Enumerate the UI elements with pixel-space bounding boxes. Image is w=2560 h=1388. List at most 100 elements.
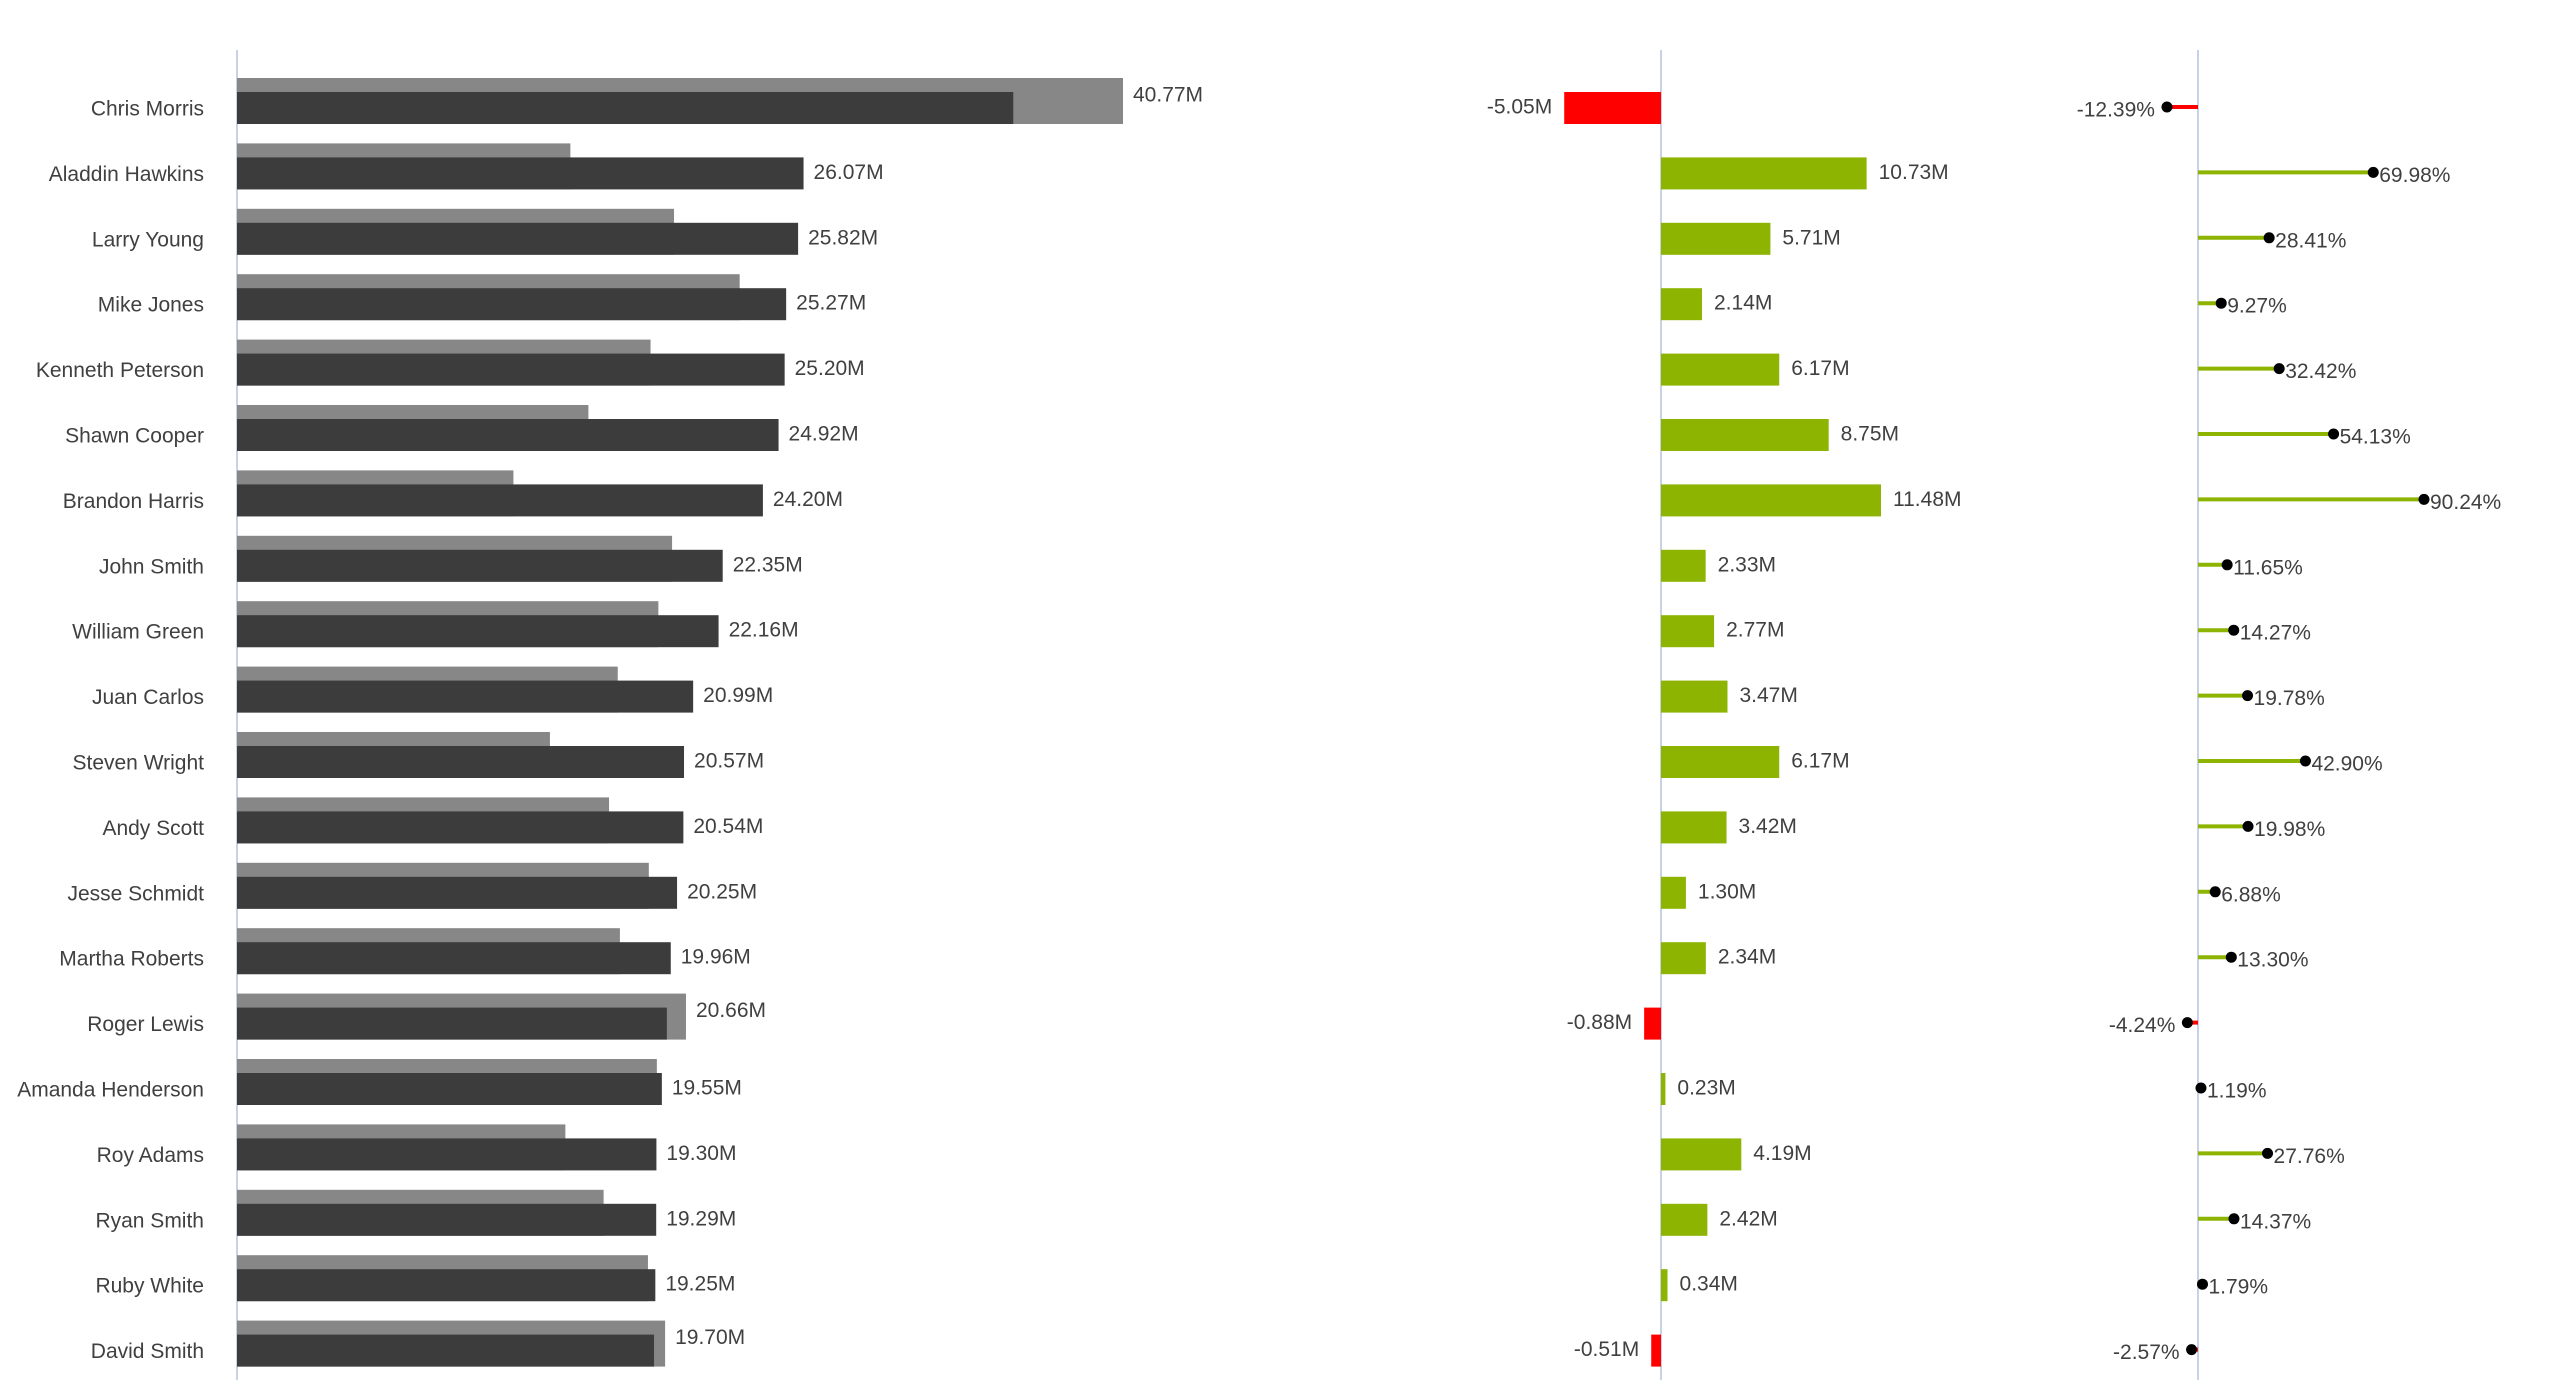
value-label: 19.55M [672, 1077, 742, 1100]
delta-label: 0.23M [1677, 1077, 1735, 1100]
percent-marker [2418, 493, 2430, 505]
percent-marker [2242, 690, 2254, 702]
delta-label: -0.51M [1574, 1338, 1639, 1361]
current-bar [237, 484, 763, 517]
delta-bar [1661, 615, 1715, 648]
current-bar [237, 876, 678, 909]
percent-label: 6.88% [2221, 883, 2281, 906]
current-bar [237, 942, 671, 975]
value-label: 22.16M [729, 619, 799, 642]
category-label: John Smith [99, 555, 204, 578]
delta-label: 2.34M [1718, 946, 1776, 969]
delta-label: -5.05M [1487, 96, 1552, 119]
value-label: 19.96M [681, 946, 751, 969]
current-bar [237, 157, 804, 190]
percent-marker [2262, 1147, 2274, 1159]
current-bar [237, 1269, 656, 1302]
percent-marker [2181, 1017, 2193, 1029]
percent-label: 9.27% [2227, 295, 2287, 318]
percent-marker [2263, 232, 2275, 244]
percent-label: 1.19% [2207, 1080, 2267, 1103]
delta-label: 1.30M [1698, 880, 1756, 903]
value-label: 20.25M [687, 880, 757, 903]
delta-bar [1661, 811, 1727, 844]
delta-panel: -5.05M 10.73M 5.71M 2.14M 6.17M 8.75M 11.48M 2.… [1487, 92, 1962, 1367]
percent-label: 32.42% [2285, 360, 2356, 383]
value-label: 20.66M [696, 999, 766, 1022]
value-label: 25.82M [808, 226, 878, 249]
delta-label: 10.73M [1879, 161, 1949, 184]
percent-marker [2367, 166, 2379, 178]
percent-label: 14.27% [2240, 622, 2311, 645]
value-label: 25.27M [796, 292, 866, 315]
delta-bar [1661, 222, 1771, 255]
delta-bar [1644, 1007, 1661, 1040]
percent-label: 19.98% [2254, 818, 2325, 841]
category-labels: Chris Morris Aladdin Hawkins Larry Young Mi… [17, 98, 204, 1364]
delta-bar [1661, 1138, 1742, 1171]
percent-label: 28.41% [2275, 229, 2346, 252]
delta-bar [1661, 157, 1867, 190]
percent-marker [2209, 886, 2221, 898]
value-label: 19.70M [675, 1326, 745, 1349]
percent-marker [2221, 559, 2233, 571]
category-label: Ryan Smith [95, 1209, 204, 1232]
current-bar [237, 353, 785, 386]
value-label: 22.35M [733, 553, 803, 576]
delta-label: 5.71M [1782, 226, 1840, 249]
category-label: Larry Young [92, 228, 204, 251]
current-bar [237, 1138, 657, 1171]
delta-label: 4.19M [1753, 1142, 1811, 1165]
percent-marker [2228, 624, 2240, 636]
percent-label: 14.37% [2240, 1210, 2311, 1233]
values-panel: 40.77M 26.07M 25.82M 25.27M 25.20M 24.92M 24.2… [237, 78, 1203, 1367]
delta-bar [1661, 484, 1881, 517]
percent-marker [2196, 1278, 2208, 1290]
delta-bar [1661, 746, 1780, 778]
category-label: William Green [72, 621, 204, 644]
category-label: Shawn Cooper [65, 425, 204, 448]
delta-label: -0.88M [1567, 1011, 1632, 1034]
category-label: Brandon Harris [63, 490, 204, 513]
percent-marker [2215, 297, 2227, 309]
percent-marker [2186, 1344, 2198, 1356]
delta-label: 2.77M [1726, 619, 1784, 642]
delta-label: 8.75M [1841, 423, 1899, 446]
delta-label: 2.33M [1718, 553, 1776, 576]
current-bar [237, 222, 799, 255]
value-label: 20.99M [703, 684, 773, 707]
delta-label: 0.34M [1680, 1273, 1738, 1296]
current-bar [237, 549, 723, 582]
current-bar [237, 288, 787, 321]
delta-label: 2.42M [1719, 1207, 1777, 1230]
current-bar [237, 746, 685, 778]
category-label: Roy Adams [97, 1144, 204, 1167]
delta-label: 3.42M [1739, 815, 1797, 838]
category-label: Mike Jones [98, 294, 204, 317]
delta-bar [1661, 419, 1829, 451]
percent-marker [2299, 755, 2311, 767]
current-bar [237, 92, 1014, 124]
percent-panel: -12.39% 69.98% 28.41% 9.27% 32.42% 54.13% 90.2… [2077, 99, 2501, 1365]
category-label: Roger Lewis [87, 1013, 204, 1036]
delta-bar [1564, 92, 1661, 124]
percent-label: 1.79% [2208, 1276, 2268, 1299]
percent-marker [2225, 951, 2237, 963]
delta-label: 6.17M [1791, 357, 1849, 380]
percent-label: -12.39% [2077, 99, 2155, 122]
percent-marker [2228, 1213, 2240, 1225]
delta-bar [1661, 680, 1728, 713]
delta-bar [1661, 876, 1686, 909]
category-label: Ruby White [95, 1275, 204, 1298]
delta-bar [1661, 942, 1706, 975]
current-bar [237, 1007, 667, 1040]
percent-label: 13.30% [2237, 949, 2308, 972]
current-bar [237, 1203, 657, 1236]
current-bar [237, 419, 779, 451]
delta-bar [1661, 1073, 1666, 1105]
percent-label: 11.65% [2233, 556, 2303, 579]
value-label: 19.30M [666, 1142, 736, 1165]
category-label: Martha Roberts [59, 948, 204, 971]
percent-marker [2161, 101, 2173, 113]
value-label: 20.57M [694, 750, 764, 773]
